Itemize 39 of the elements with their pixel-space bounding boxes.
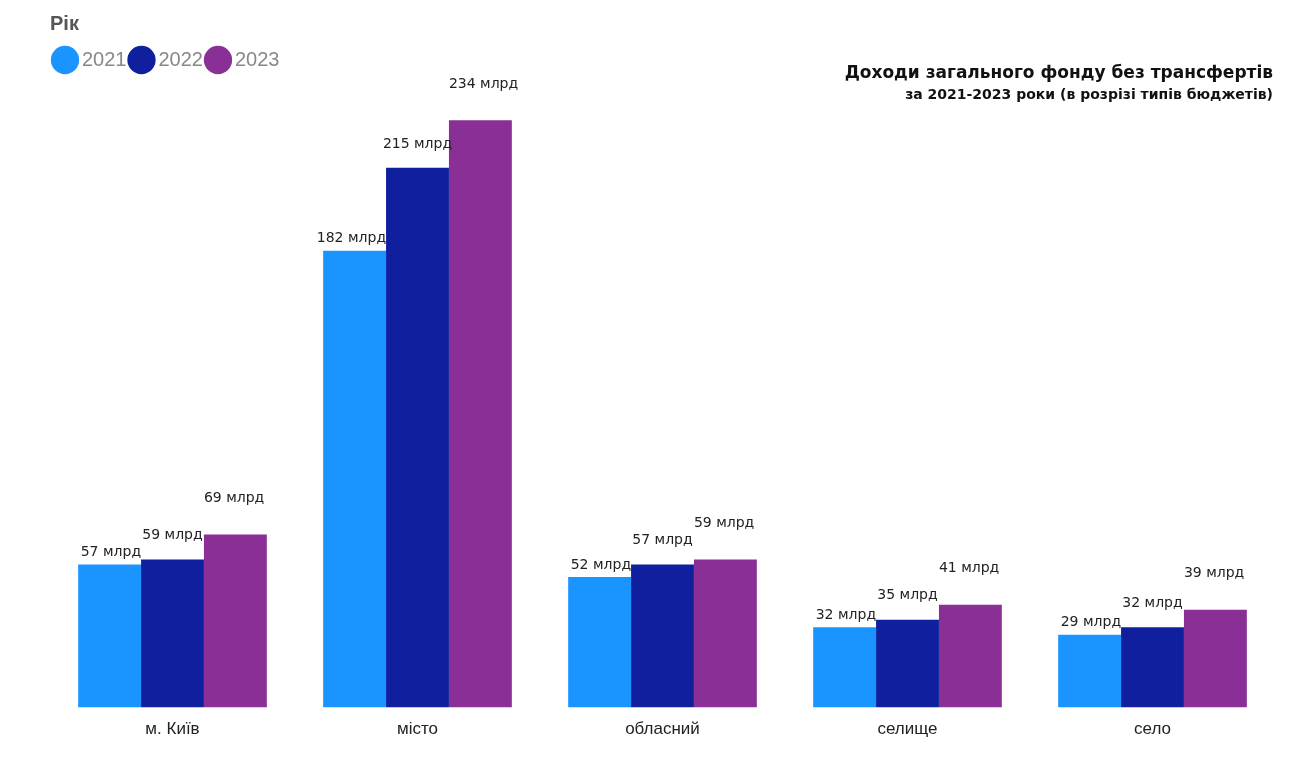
chart-subtitle: за 2021-2023 роки (в розрізі типів бюджетів)	[904, 86, 1273, 102]
bar	[1121, 627, 1184, 708]
data-label: 41 млрд	[938, 559, 1000, 576]
bar	[1058, 634, 1122, 708]
x-tick-label: селище	[877, 719, 938, 739]
bar	[203, 534, 267, 708]
x-tick-label: місто	[396, 719, 439, 739]
data-label: 32 млрд	[815, 605, 877, 622]
data-label: 35 млрд	[877, 586, 938, 603]
bar	[631, 564, 694, 708]
data-label: 57 млрд	[632, 531, 693, 548]
bar	[141, 559, 204, 708]
legend-label: 2021	[82, 47, 127, 70]
data-label: 32 млрд	[1122, 593, 1183, 610]
x-tick-label: обласний	[625, 719, 700, 739]
data-label: 69 млрд	[203, 489, 265, 506]
legend-label: 2023	[234, 47, 280, 70]
data-label: 182 млрд	[316, 229, 387, 246]
bar	[78, 564, 142, 708]
bar	[693, 559, 757, 708]
x-tick-label: село	[1134, 719, 1171, 739]
bar	[386, 167, 449, 708]
data-label: 29 млрд	[1060, 613, 1122, 630]
legend-label: 2022	[158, 47, 203, 70]
x-tick-label: м. Київ	[145, 719, 200, 739]
data-label: 59 млрд	[142, 526, 203, 543]
data-label: 39 млрд	[1183, 564, 1245, 581]
bar	[938, 604, 1002, 708]
chart-title: Доходи загального фонду без трансфертів	[844, 62, 1273, 82]
legend-title: Рік	[50, 11, 80, 34]
data-label: 234 млрд	[448, 74, 519, 91]
data-label: 52 млрд	[570, 555, 632, 572]
bar	[568, 577, 632, 708]
bar	[876, 619, 939, 708]
bar	[813, 627, 877, 708]
bar	[323, 250, 387, 708]
data-label: 57 млрд	[80, 543, 142, 560]
data-label: 59 млрд	[693, 514, 755, 531]
bar	[1183, 609, 1247, 708]
